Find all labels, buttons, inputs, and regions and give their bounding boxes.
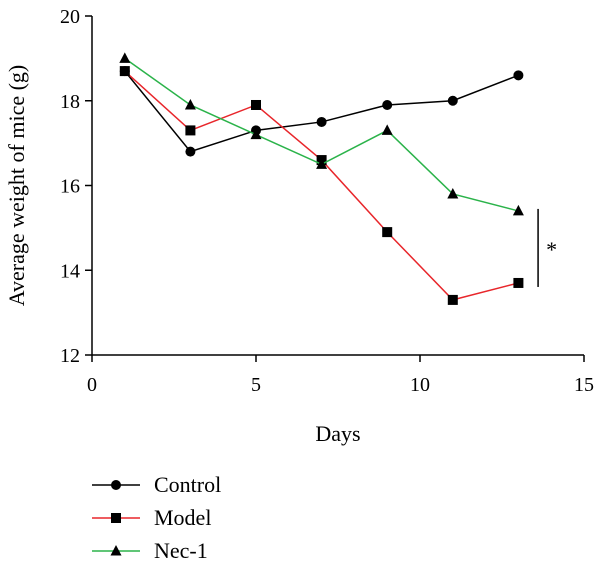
legend-marker [110,545,122,556]
data-point [382,227,393,238]
series-control [119,66,524,157]
x-tick-label: 0 [87,374,97,396]
series-line [124,70,519,153]
data-point [184,98,196,110]
series-line [124,57,519,212]
y-tick-label: 12 [60,345,80,367]
y-tick-label: 18 [60,91,80,113]
data-point [185,125,196,136]
data-point [316,116,327,127]
data-point [381,124,393,135]
series-line [124,70,519,301]
axes: 12 14 16 18 20 0 5 10 15 Days Average weight of mi… [4,6,594,446]
data-point [250,128,262,140]
legend-label: Control [154,472,221,497]
series-layer [119,52,524,305]
legend-item-model: Model [92,505,211,530]
data-point [119,52,131,63]
annotation-layer: * [537,208,557,287]
legend-marker [111,480,121,490]
significance-label: * [546,237,557,262]
x-tick-label: 15 [574,374,594,396]
legend-marker [111,513,121,523]
x-tick-label: 5 [251,374,261,396]
y-tick-label: 16 [60,176,80,198]
data-point [513,70,524,81]
y-axis-label: Average weight of mice (g) [4,65,29,306]
series-model [119,66,524,305]
legend-label: Model [154,505,211,530]
y-tick-label: 14 [60,260,80,282]
y-tick-label: 20 [60,6,80,28]
legend-label: Nec-1 [154,538,208,563]
data-point [185,146,196,157]
x-axis-label: Days [315,421,360,446]
x-tick-label: 10 [410,374,430,396]
legend-item-nec-1: Nec-1 [92,538,208,563]
data-point [119,66,130,77]
data-point [512,204,524,216]
series-nec-1 [119,52,524,216]
legend: Control Model Nec-1 [92,472,221,563]
data-point [251,99,261,110]
data-point [447,294,458,305]
data-point [447,95,458,106]
data-point [316,158,328,169]
legend-item-control: Control [92,472,221,497]
data-point [382,99,393,110]
data-point [447,187,459,199]
data-point [513,277,524,288]
